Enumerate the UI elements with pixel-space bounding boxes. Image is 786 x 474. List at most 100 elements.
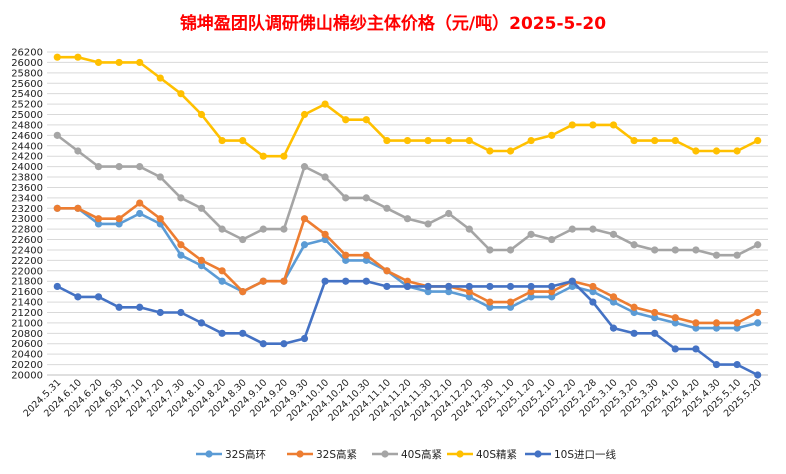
legend-item: 40S高紧 (372, 448, 442, 461)
data-point (197, 204, 206, 212)
series-3 (53, 53, 762, 160)
data-point (197, 319, 206, 327)
data-point (362, 277, 370, 285)
data-point (321, 100, 329, 108)
data-point (527, 282, 535, 291)
data-point (548, 282, 556, 291)
data-point (671, 246, 679, 254)
data-point (424, 220, 432, 228)
y-tick-label: 25000 (11, 110, 43, 121)
data-point (630, 303, 638, 311)
data-point (671, 314, 679, 322)
data-point (403, 215, 412, 223)
y-tick-label: 24600 (11, 131, 43, 142)
data-point (362, 256, 370, 264)
legend-label: 40S高紧 (401, 448, 442, 461)
data-point (300, 215, 309, 223)
data-point (403, 136, 412, 145)
data-point (115, 220, 123, 228)
y-tick-label: 26000 (11, 58, 43, 69)
data-point (383, 282, 391, 291)
data-point (300, 163, 309, 171)
data-point (300, 110, 309, 119)
data-point (424, 288, 432, 296)
data-point (548, 288, 556, 296)
legend: 32S高环 32S高紧 40S高紧 40S精紧 10S进口一线 (196, 448, 617, 461)
data-point (445, 209, 453, 218)
data-point (465, 293, 473, 301)
data-point (445, 136, 453, 145)
data-point (733, 251, 741, 259)
data-point (712, 147, 721, 155)
data-point (136, 303, 144, 311)
data-point (300, 241, 309, 249)
data-point (94, 220, 103, 228)
data-point (506, 303, 515, 311)
data-point (218, 225, 226, 233)
data-point (712, 251, 721, 259)
data-point (548, 235, 556, 244)
series-lines (53, 53, 762, 379)
data-point (136, 163, 144, 171)
y-tick-label: 23200 (11, 204, 43, 215)
data-point (321, 173, 329, 181)
legend-label: 32S高环 (225, 448, 266, 461)
data-point (589, 282, 597, 291)
legend-item: 10S进口一线 (525, 448, 617, 461)
legend-item: 32S高紧 (287, 448, 357, 461)
data-point (548, 293, 556, 301)
data-point (177, 194, 185, 202)
data-point (527, 293, 535, 301)
data-point (630, 241, 638, 249)
data-point (712, 360, 721, 369)
y-tick-label: 25200 (11, 100, 43, 111)
data-point (74, 204, 82, 212)
data-point (465, 282, 473, 291)
data-point (465, 288, 473, 296)
data-point (630, 308, 638, 317)
data-point (589, 288, 597, 296)
y-tick-label: 20000 (11, 371, 43, 382)
data-point (177, 90, 185, 98)
data-point (177, 308, 185, 317)
data-point (754, 136, 762, 145)
data-point (53, 204, 61, 212)
data-point (651, 246, 659, 254)
data-point (280, 225, 288, 233)
data-point (486, 298, 494, 306)
data-point (218, 329, 226, 337)
data-point (733, 147, 741, 155)
y-tick-label: 25600 (11, 79, 43, 90)
legend-item: 32S高环 (196, 448, 266, 461)
data-point (197, 110, 206, 119)
data-point (218, 136, 226, 145)
data-point (671, 136, 679, 145)
data-point (362, 116, 370, 124)
legend-label: 32S高紧 (316, 448, 357, 461)
data-point (300, 334, 309, 343)
data-point (692, 324, 700, 332)
data-point (259, 152, 267, 160)
data-point (136, 209, 144, 218)
data-point (156, 74, 164, 82)
data-point (321, 230, 329, 238)
data-point (177, 251, 185, 259)
legend-marker (381, 450, 389, 458)
y-tick-label: 21800 (11, 277, 43, 288)
y-tick-label: 22800 (11, 225, 43, 236)
data-point (74, 147, 82, 155)
data-point (383, 267, 391, 275)
data-point (651, 308, 659, 317)
data-point (383, 136, 391, 145)
legend-marker (456, 450, 464, 458)
data-point (527, 230, 535, 238)
data-point (712, 324, 721, 332)
series-line (56, 279, 759, 377)
data-point (53, 53, 61, 61)
series-line (56, 134, 759, 257)
legend-marker (205, 450, 213, 458)
data-point (383, 204, 391, 212)
data-point (754, 319, 762, 327)
data-point (486, 303, 494, 311)
data-point (53, 131, 61, 139)
